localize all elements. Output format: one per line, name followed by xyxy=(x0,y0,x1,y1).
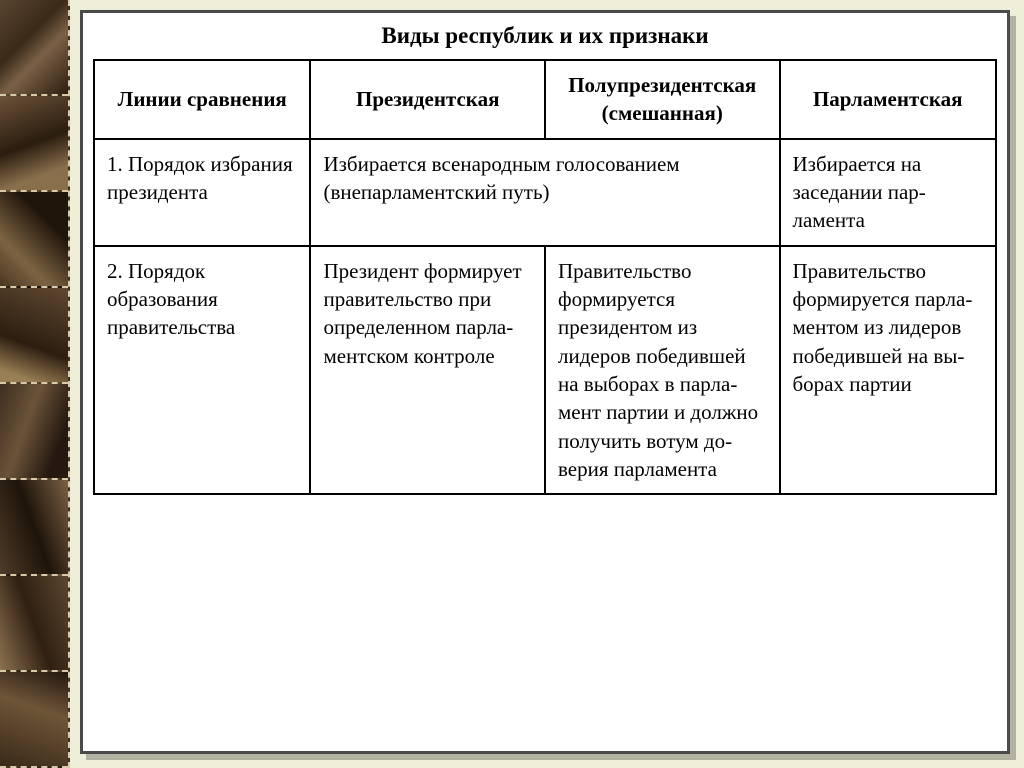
col-header-criteria: Линии сравнения xyxy=(94,60,310,139)
slide-title: Виды республик и их признаки xyxy=(93,19,997,59)
sidebar-tile xyxy=(0,96,68,192)
cell-election-parliamentary: Избирается на заседании пар­ламента xyxy=(780,139,997,246)
sidebar-tile xyxy=(0,0,68,96)
col-header-semipresidential: Полупрези­дентская (смешанная) xyxy=(545,60,780,139)
cell-government-presidential: Президент формирует правительст­во при о… xyxy=(310,246,545,495)
comparison-table: Линии сравнения Президентская Полупрези­… xyxy=(93,59,997,495)
sidebar-tile xyxy=(0,384,68,480)
slide-area: Виды республик и их признаки Линии сравн… xyxy=(70,0,1024,768)
sidebar-tile xyxy=(0,672,68,768)
sidebar-tile xyxy=(0,576,68,672)
col-header-presidential: Президентская xyxy=(310,60,545,139)
cell-government-mixed: Правительство формируется президентом из… xyxy=(545,246,780,495)
slide-frame: Виды республик и их признаки Линии сравн… xyxy=(80,10,1010,754)
col-header-parliamentary: Парламентская xyxy=(780,60,997,139)
sidebar-tile xyxy=(0,480,68,576)
row-label: 2. Порядок образования правительства xyxy=(94,246,310,495)
sidebar-tile xyxy=(0,192,68,288)
cell-government-parliamentary: Правительст­во формиру­ется парла­ментом… xyxy=(780,246,997,495)
table-row: 2. Порядок образования правительства Пре… xyxy=(94,246,996,495)
table-header-row: Линии сравнения Президентская Полупрези­… xyxy=(94,60,996,139)
decorative-sidebar xyxy=(0,0,70,768)
table-row: 1. Порядок избрания пре­зидента Избирает… xyxy=(94,139,996,246)
cell-election-presidential-mixed: Избирается всенародным голо­сованием (вн… xyxy=(310,139,779,246)
sidebar-tile xyxy=(0,288,68,384)
row-label: 1. Порядок избрания пре­зидента xyxy=(94,139,310,246)
